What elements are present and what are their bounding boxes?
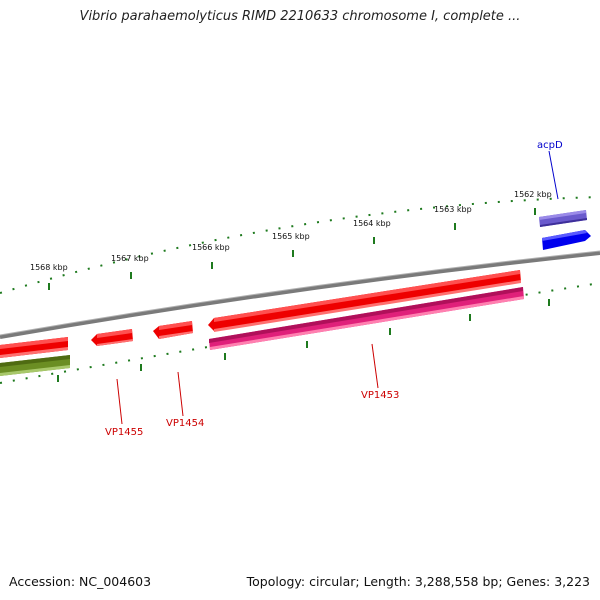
outer-major-ticks [48, 208, 536, 290]
label-VP1454[interactable]: VP1454 [166, 418, 204, 429]
feature-left-olive[interactable] [0, 355, 70, 376]
accession-text: Accession: NC_004603 [9, 574, 152, 589]
feature-VP1453-gene[interactable] [208, 270, 521, 332]
label-VP1453[interactable]: VP1453 [361, 390, 399, 401]
acpD-leader [548, 150, 559, 200]
feature-acpD-cds[interactable] [542, 230, 591, 250]
VP1453-leader [371, 343, 379, 389]
feature-VP1454-gene[interactable] [153, 321, 193, 339]
tick-label-1568: 1568 kbp [30, 263, 68, 272]
tick-label-1567: 1567 kbp [111, 254, 149, 263]
genome-backbone [0, 251, 600, 339]
tick-label-1564: 1564 kbp [353, 219, 391, 228]
feature-VP1453-cds[interactable] [209, 287, 524, 350]
map-title: Vibrio parahaemolyticus RIMD 2210633 chr… [79, 9, 521, 24]
topology-text: Topology: circular; Length: 3,288,558 bp… [246, 574, 590, 589]
tick-label-1566: 1566 kbp [192, 243, 230, 252]
tick-label-1565: 1565 kbp [272, 232, 310, 241]
feature-VP1455-gene[interactable] [91, 329, 133, 346]
tick-label-1563: 1563 kbp [434, 205, 472, 214]
label-acpD[interactable]: acpD [537, 140, 563, 151]
feature-left-red[interactable] [0, 337, 68, 358]
inner-major-ticks [57, 299, 550, 382]
tick-label-1562: 1562 kbp [514, 190, 552, 199]
VP1454-leader [177, 371, 184, 417]
feature-acpD-gene[interactable] [539, 210, 587, 227]
label-VP1455[interactable]: VP1455 [105, 427, 143, 438]
VP1455-leader [116, 378, 123, 425]
